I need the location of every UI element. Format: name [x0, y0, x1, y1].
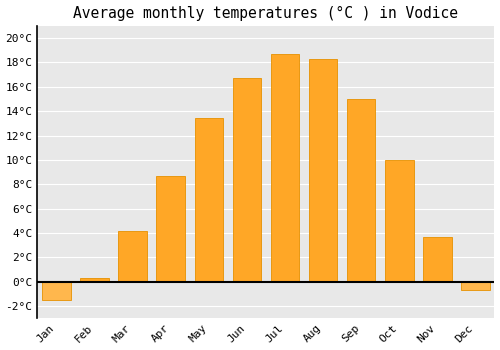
Bar: [347, 99, 376, 282]
Bar: [156, 176, 185, 282]
Bar: [423, 237, 452, 282]
Title: Average monthly temperatures (°C ) in Vodice: Average monthly temperatures (°C ) in Vo…: [74, 6, 458, 21]
Bar: [80, 278, 109, 282]
Bar: [270, 54, 300, 282]
Bar: [385, 160, 414, 282]
Bar: [232, 78, 261, 282]
Bar: [42, 282, 70, 300]
Bar: [194, 118, 223, 282]
Bar: [118, 231, 147, 282]
Bar: [461, 282, 490, 290]
Bar: [309, 59, 338, 282]
